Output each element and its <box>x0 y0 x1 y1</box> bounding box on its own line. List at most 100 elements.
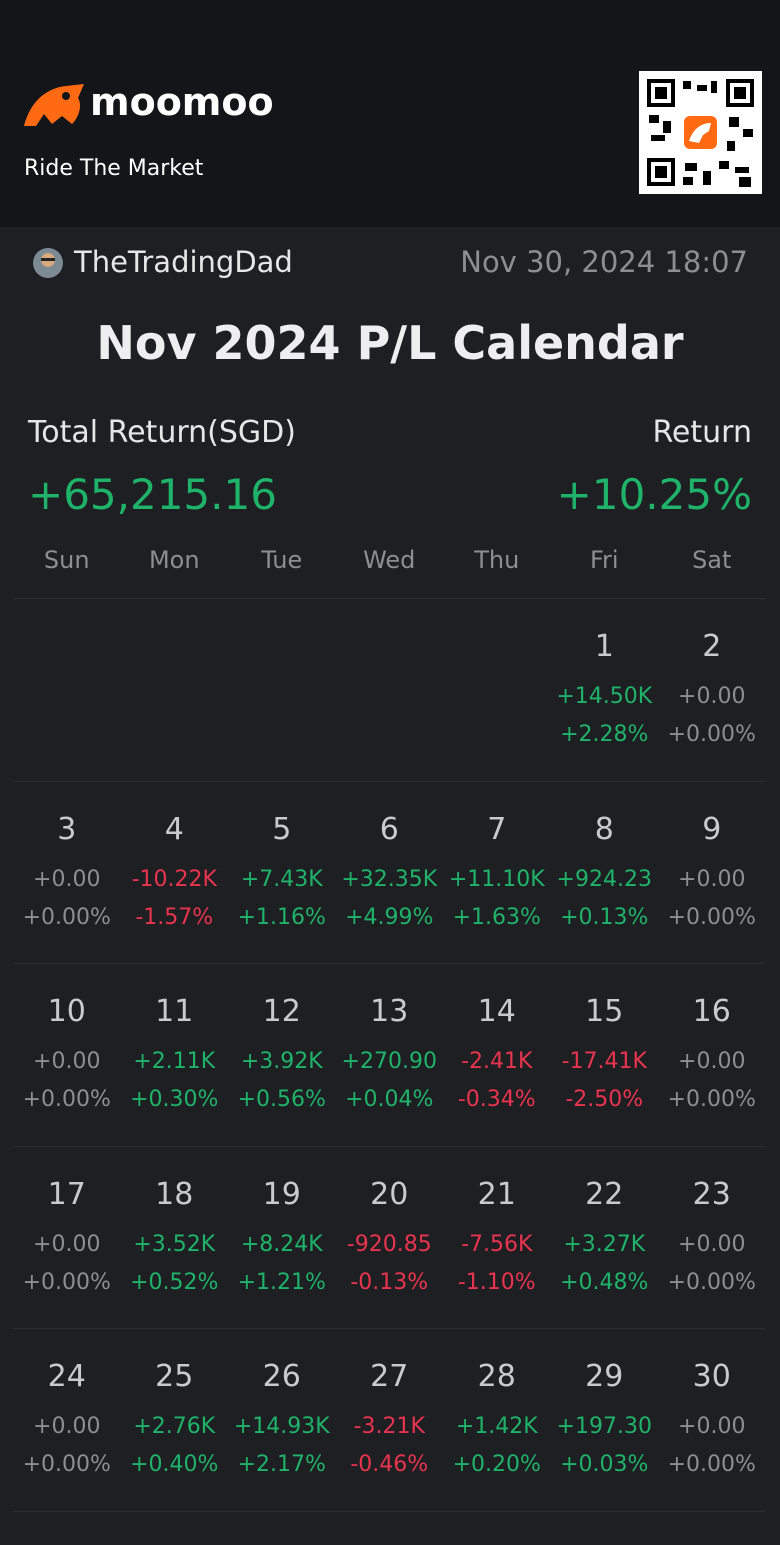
day-pl: +3.27K <box>563 1231 646 1257</box>
return-value: +10.25% <box>556 470 752 519</box>
day-number: 28 <box>477 1359 516 1395</box>
day-number: 25 <box>155 1359 194 1395</box>
day-pct: -1.10% <box>457 1269 536 1295</box>
day-number: 14 <box>477 994 516 1030</box>
logo-icon <box>24 84 84 126</box>
day-number: 6 <box>379 811 399 847</box>
day-pct: -1.57% <box>135 904 214 930</box>
day-pct: +0.00% <box>22 1452 111 1478</box>
day-pl: +7.43K <box>240 866 323 892</box>
timestamp: Nov 30, 2024 18:07 <box>460 245 748 279</box>
day-number: 16 <box>692 994 731 1030</box>
day-pl: +0.00 <box>678 1231 746 1257</box>
day-number: 8 <box>594 811 614 847</box>
row-separator <box>13 1511 765 1512</box>
day-pl: +14.50K <box>556 684 653 709</box>
day-number: 3 <box>57 811 77 847</box>
day-number: 13 <box>370 994 409 1030</box>
day-pl: +197.30 <box>556 1414 652 1440</box>
brand: moomoo <box>90 80 274 124</box>
header: moomoo Ride The Market <box>0 0 780 227</box>
day-pl: +32.35K <box>341 866 438 892</box>
day-pl: +270.90 <box>341 1049 437 1075</box>
return-label: Return <box>652 415 752 450</box>
day-pct: +0.00% <box>22 904 111 930</box>
day-pct: +1.63% <box>452 904 541 930</box>
day-pct: +0.30% <box>130 1087 219 1113</box>
day-pct: +0.20% <box>452 1452 541 1478</box>
total-value: +65,215.16 <box>28 470 277 519</box>
row-separator <box>13 780 765 782</box>
total-label: Total Return(SGD) <box>28 415 296 450</box>
day-pct: +0.48% <box>560 1269 649 1295</box>
day-number: 27 <box>370 1359 409 1395</box>
weekday-label: Sun <box>43 546 90 574</box>
day-pct: +0.00% <box>22 1087 111 1113</box>
day-pl: +3.92K <box>240 1049 323 1075</box>
day-pl: +11.10K <box>448 866 545 892</box>
calendar-title: Nov 2024 P/L Calendar <box>96 316 684 370</box>
day-pl: +3.52K <box>133 1231 216 1257</box>
day-pct: +0.56% <box>237 1087 326 1113</box>
day-pl: +0.00 <box>33 1049 101 1075</box>
day-pct: +0.00% <box>667 1269 756 1295</box>
row-separator <box>13 1145 765 1147</box>
weekday-label: Fri <box>589 546 619 574</box>
day-pl: +1.42K <box>455 1414 538 1440</box>
day-pct: +0.13% <box>560 904 649 930</box>
day-pct: -0.34% <box>457 1087 536 1113</box>
day-pl: -17.41K <box>561 1049 647 1075</box>
day-pct: +0.00% <box>22 1269 111 1295</box>
day-pl: -920.85 <box>346 1231 432 1257</box>
day-pct: -0.13% <box>350 1269 429 1295</box>
day-pct: +4.99% <box>345 904 434 930</box>
day-number: 20 <box>370 1176 409 1212</box>
day-number: 30 <box>692 1359 731 1395</box>
day-pl: -10.22K <box>131 866 217 892</box>
day-number: 18 <box>155 1176 194 1212</box>
day-pl: -7.56K <box>461 1231 533 1257</box>
day-pct: +1.21% <box>237 1269 326 1295</box>
day-number: 12 <box>262 994 301 1030</box>
day-pl: -2.41K <box>461 1049 533 1075</box>
qr-code <box>639 71 762 194</box>
weekday-label: Mon <box>148 546 200 574</box>
day-pl: +0.00 <box>678 1414 746 1440</box>
user-name: TheTradingDad <box>74 245 293 279</box>
row-separator <box>13 598 765 599</box>
day-pl: +2.76K <box>133 1414 216 1440</box>
day-pct: -2.50% <box>565 1087 644 1113</box>
day-number: 1 <box>594 629 614 664</box>
day-pl: +924.23 <box>556 866 652 892</box>
day-number: 4 <box>164 811 184 847</box>
day-number: 15 <box>585 994 624 1030</box>
day-number: 7 <box>487 811 507 847</box>
avatar <box>33 248 63 278</box>
row-separator <box>13 1328 765 1330</box>
day-number: 23 <box>692 1176 731 1212</box>
day-pct: +0.00% <box>667 1452 756 1478</box>
day-number: 11 <box>155 994 194 1030</box>
day-pl: +0.00 <box>678 684 746 709</box>
day-number: 9 <box>702 811 722 847</box>
weekday-label: Tue <box>261 546 303 574</box>
day-pl: +0.00 <box>678 1049 746 1075</box>
day-pl: +2.11K <box>133 1049 216 1075</box>
day-pl: +14.93K <box>233 1414 330 1440</box>
weekday-label: Thu <box>474 546 520 574</box>
day-pct: +0.00% <box>667 1087 756 1113</box>
day-pct: +2.17% <box>237 1452 326 1478</box>
day-pct: +0.00% <box>667 904 756 930</box>
day-pct: +0.52% <box>130 1269 219 1295</box>
day-pl: +0.00 <box>33 1231 101 1257</box>
day-pct: +0.00% <box>667 722 756 747</box>
row-separator <box>13 963 765 965</box>
day-pct: -0.46% <box>350 1452 429 1478</box>
tagline: Ride The Market <box>24 156 204 181</box>
day-number: 5 <box>272 811 292 847</box>
day-number: 21 <box>477 1176 516 1212</box>
day-pl: +8.24K <box>240 1231 323 1257</box>
day-number: 17 <box>47 1176 86 1212</box>
day-pct: +0.40% <box>130 1452 219 1478</box>
weekday-label: Sat <box>692 546 732 574</box>
